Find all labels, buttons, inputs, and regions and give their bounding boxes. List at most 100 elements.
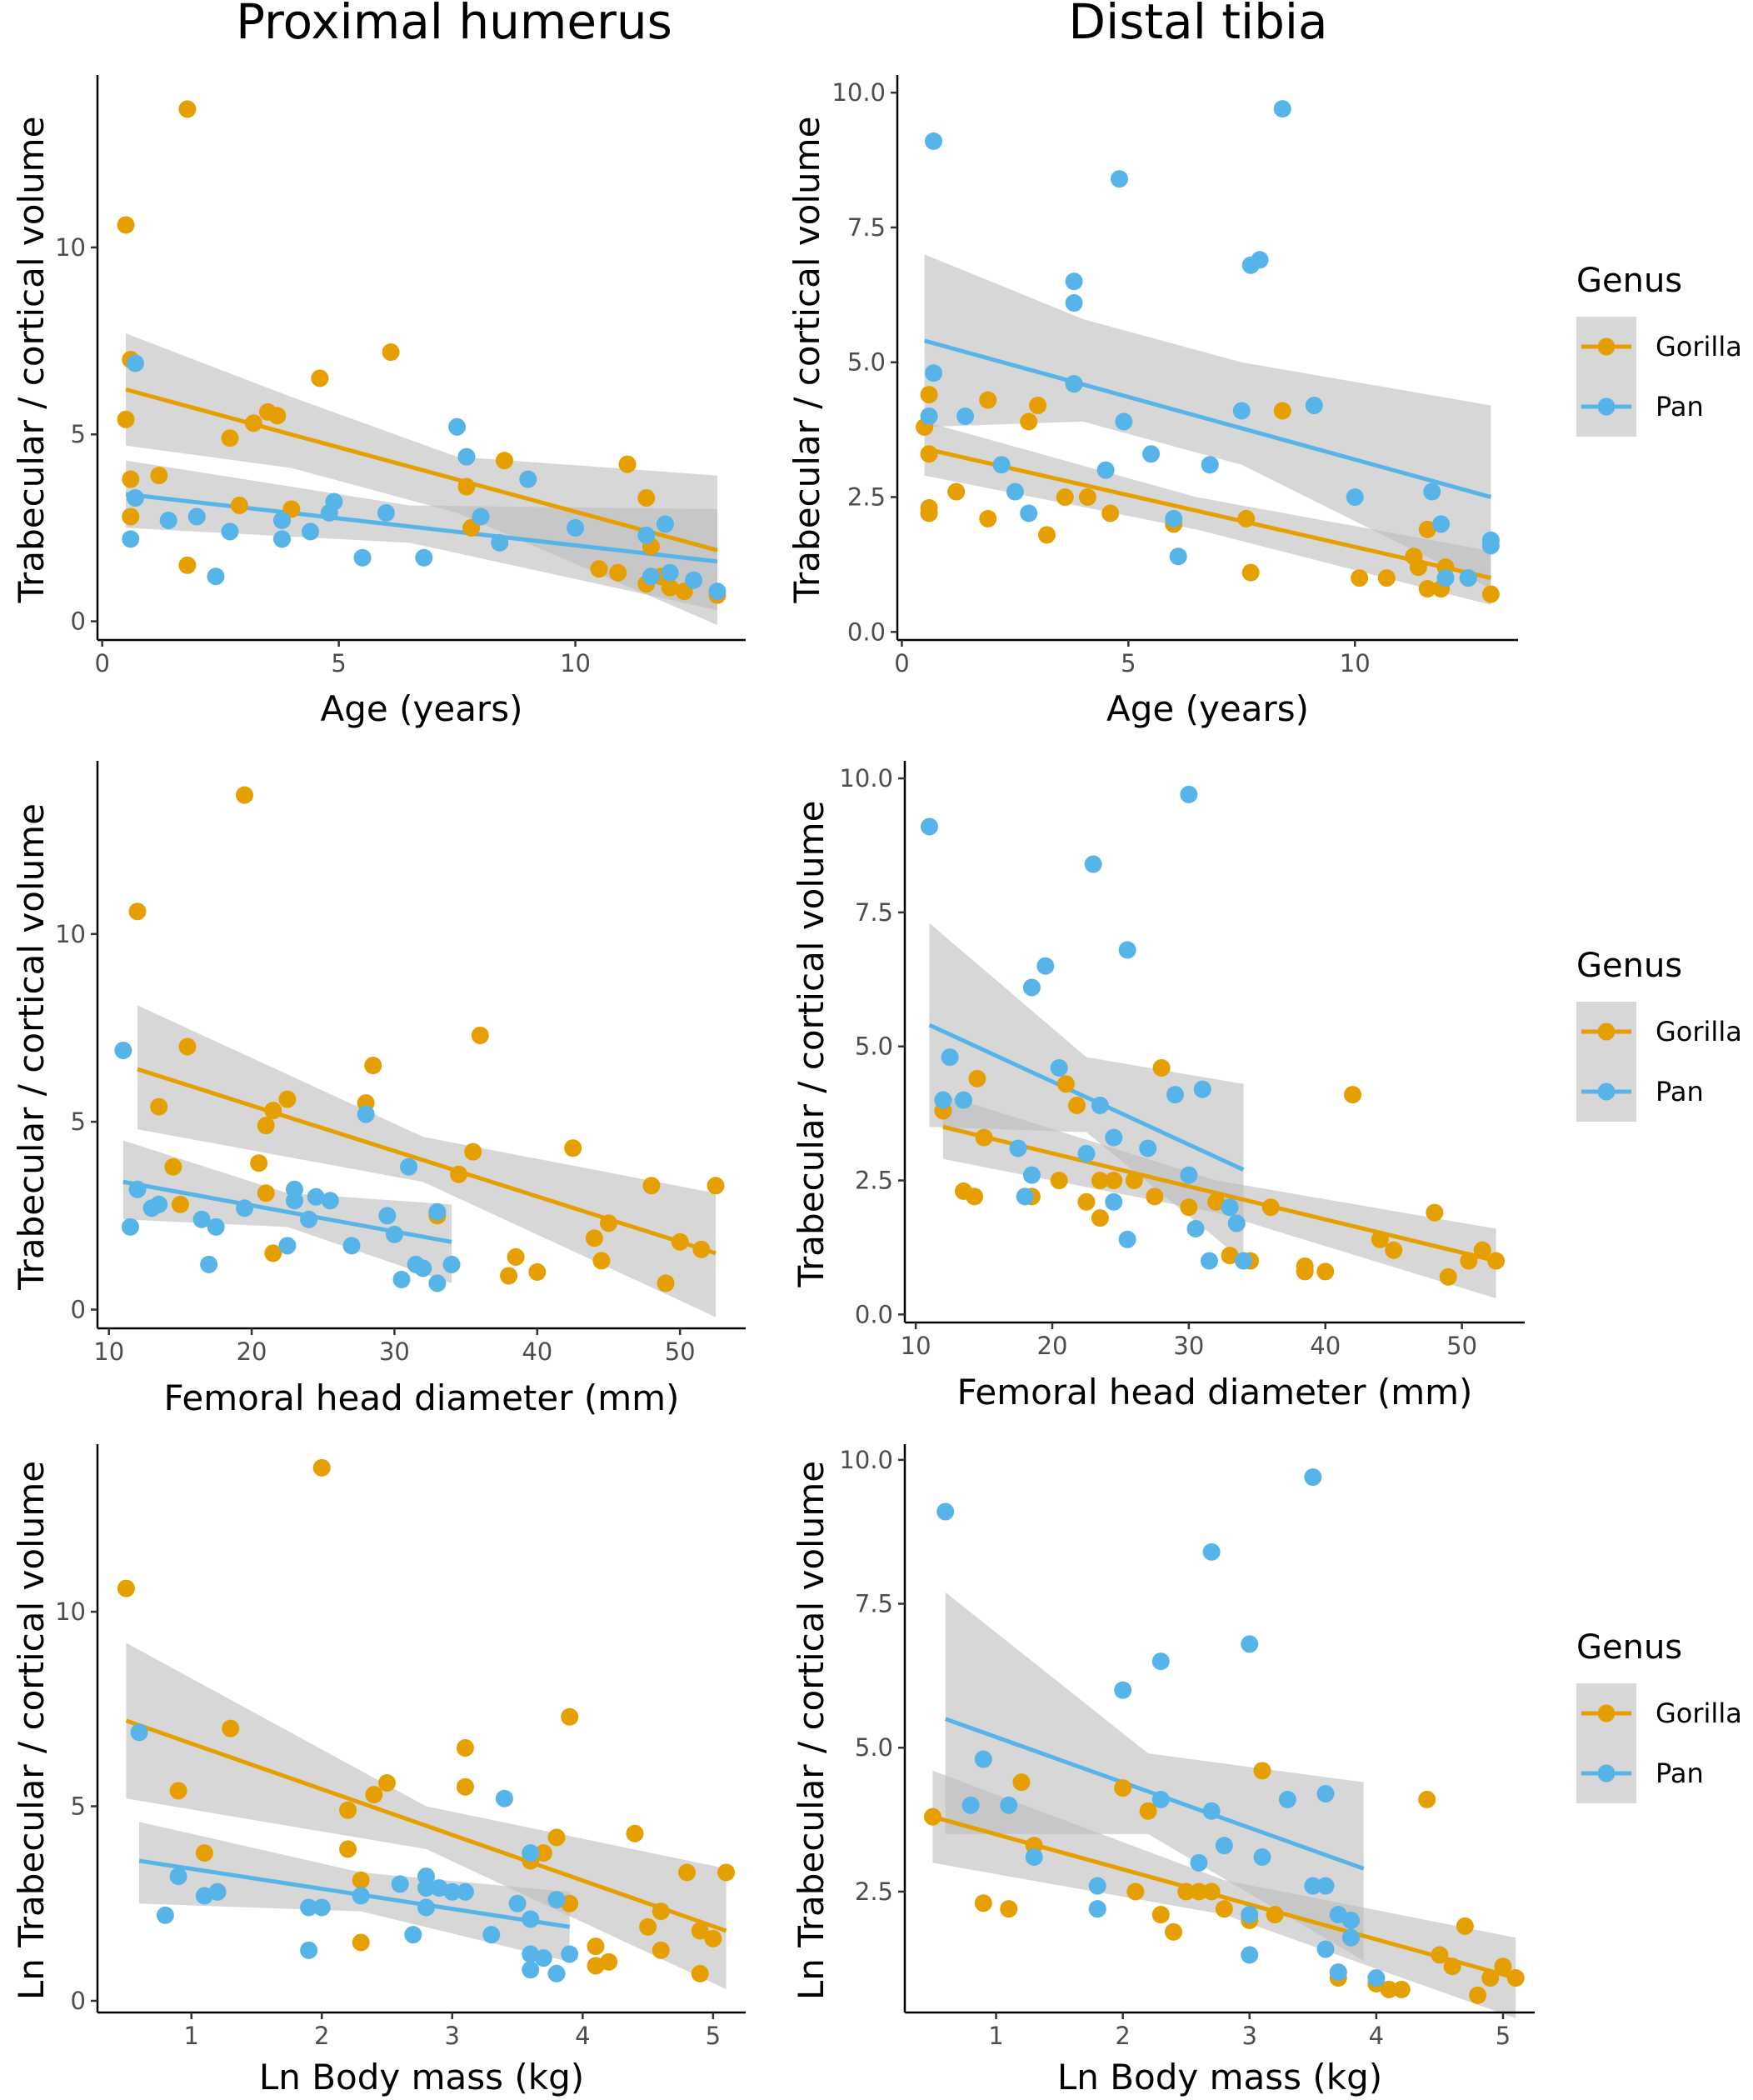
data-point-gorilla (717, 1863, 736, 1882)
y-tick-label: 2.5 (855, 1167, 893, 1195)
data-point-gorilla (1273, 402, 1291, 420)
data-point-gorilla (691, 1964, 709, 1982)
x-tick-label: 10 (1340, 649, 1371, 678)
data-point-gorilla (178, 100, 197, 118)
data-point-gorilla (1371, 1230, 1389, 1248)
data-point-gorilla (117, 216, 135, 234)
data-point-pan (385, 1225, 403, 1243)
y-tick-label: 7.5 (855, 1590, 893, 1618)
data-point-pan (391, 1875, 409, 1893)
legend-point-gorilla (1597, 1022, 1616, 1041)
data-point-gorilla (1078, 488, 1096, 507)
data-point-pan (1016, 1188, 1034, 1206)
data-point-pan (300, 1210, 318, 1228)
x-tick-label: 0 (94, 649, 109, 678)
data-point-pan (150, 1195, 168, 1213)
y-tick-label: 5 (71, 420, 86, 448)
x-tick-label: 2 (314, 2022, 329, 2050)
y-axis-label: Trabecular / cortical volume (11, 117, 52, 604)
data-point-gorilla (1426, 1203, 1444, 1222)
y-tick-label: 10 (55, 233, 86, 262)
data-point-pan (1165, 509, 1183, 528)
data-point-pan (934, 1091, 952, 1109)
data-point-gorilla (1380, 1980, 1398, 1998)
data-point-pan (522, 1910, 540, 1928)
data-point-pan (312, 1898, 331, 1917)
data-point-gorilla (979, 509, 997, 528)
data-point-pan (156, 1906, 174, 1924)
data-point-gorilla (1012, 1773, 1031, 1792)
data-point-gorilla (1460, 1252, 1478, 1270)
data-point-gorilla (587, 1938, 605, 1956)
data-point-pan (1009, 1139, 1027, 1158)
data-point-pan (661, 563, 679, 582)
data-point-pan (392, 1270, 411, 1288)
data-point-pan (925, 364, 943, 382)
data-point-pan (404, 1926, 422, 1944)
data-point-pan (1151, 1652, 1170, 1671)
data-point-pan (417, 1879, 435, 1898)
data-point-pan (1227, 1214, 1246, 1232)
data-point-pan (1481, 531, 1500, 549)
data-point-pan (414, 1259, 432, 1278)
data-point-pan (1251, 251, 1269, 269)
data-point-gorilla (1385, 1241, 1403, 1259)
data-point-gorilla (1418, 580, 1436, 598)
data-point-gorilla (920, 445, 938, 463)
data-point-pan (547, 1964, 566, 1982)
data-point-gorilla (1067, 1096, 1086, 1114)
data-point-pan (1050, 1058, 1068, 1077)
x-tick-label: 5 (331, 649, 346, 678)
y-tick-label: 2.5 (847, 483, 886, 512)
data-point-pan (1096, 461, 1115, 479)
data-point-pan (207, 568, 225, 586)
data-point-gorilla (171, 1195, 189, 1213)
data-point-gorilla (1114, 1779, 1132, 1798)
y-tick-label: 2.5 (855, 1878, 893, 1906)
data-point-pan (126, 489, 144, 508)
data-point-pan (302, 522, 320, 541)
x-tick-label: 10 (93, 1338, 124, 1366)
data-point-pan (378, 1207, 397, 1225)
x-tick-label: 4 (575, 2022, 590, 2050)
data-point-pan (567, 518, 585, 537)
data-point-gorilla (1056, 488, 1074, 507)
fit-line-pan (923, 338, 1492, 499)
data-point-pan (128, 1180, 147, 1198)
data-point-gorilla (250, 1154, 268, 1172)
data-point-pan (169, 1868, 187, 1886)
data-point-gorilla (471, 1026, 489, 1044)
data-point-pan (207, 1218, 225, 1236)
data-point-pan (1346, 488, 1364, 507)
data-point-gorilla (150, 467, 168, 485)
data-point-pan (482, 1926, 501, 1944)
legends: Genus Gorilla Pan Genus Gorilla Pan Genus Goril… (1576, 262, 1742, 1803)
data-point-gorilla (678, 1863, 697, 1882)
data-point-gorilla (352, 1871, 370, 1889)
y-tick-label: 5.0 (855, 1733, 893, 1762)
data-point-gorilla (117, 410, 135, 428)
x-tick-label: 1 (183, 2022, 198, 2050)
data-point-gorilla (1487, 1252, 1506, 1270)
data-point-gorilla (1439, 1268, 1457, 1286)
data-point-gorilla (128, 902, 147, 921)
data-point-pan (1316, 1784, 1335, 1802)
data-point-pan (920, 818, 938, 836)
ci-band-pan (929, 922, 1244, 1262)
y-axis-label: Trabecular / cortical volume (787, 117, 827, 604)
data-point-gorilla (652, 1902, 670, 1921)
x-tick-label: 3 (445, 2022, 460, 2050)
legend-label-pan: Pan (1656, 1076, 1704, 1108)
panel-humerus-age: 0 5 10 0 5 10 Age (years) Trabecular / cortical… (11, 75, 746, 729)
x-tick-label: 50 (1446, 1332, 1477, 1360)
data-point-pan (495, 1789, 513, 1808)
legend-point-pan (1597, 1764, 1616, 1782)
data-point-pan (1065, 375, 1083, 393)
data-point-gorilla (1190, 1882, 1208, 1901)
panel-tibia-age: 0 5 10 0.0 2.5 5.0 7.5 10.0 Age (years) Trabecula… (787, 75, 1518, 729)
data-point-pan (961, 1796, 980, 1814)
data-point-gorilla (1050, 1172, 1068, 1190)
y-axis-label: Trabecular / cortical volume (791, 801, 832, 1288)
data-point-gorilla (661, 578, 679, 597)
data-point-pan (208, 1882, 227, 1901)
